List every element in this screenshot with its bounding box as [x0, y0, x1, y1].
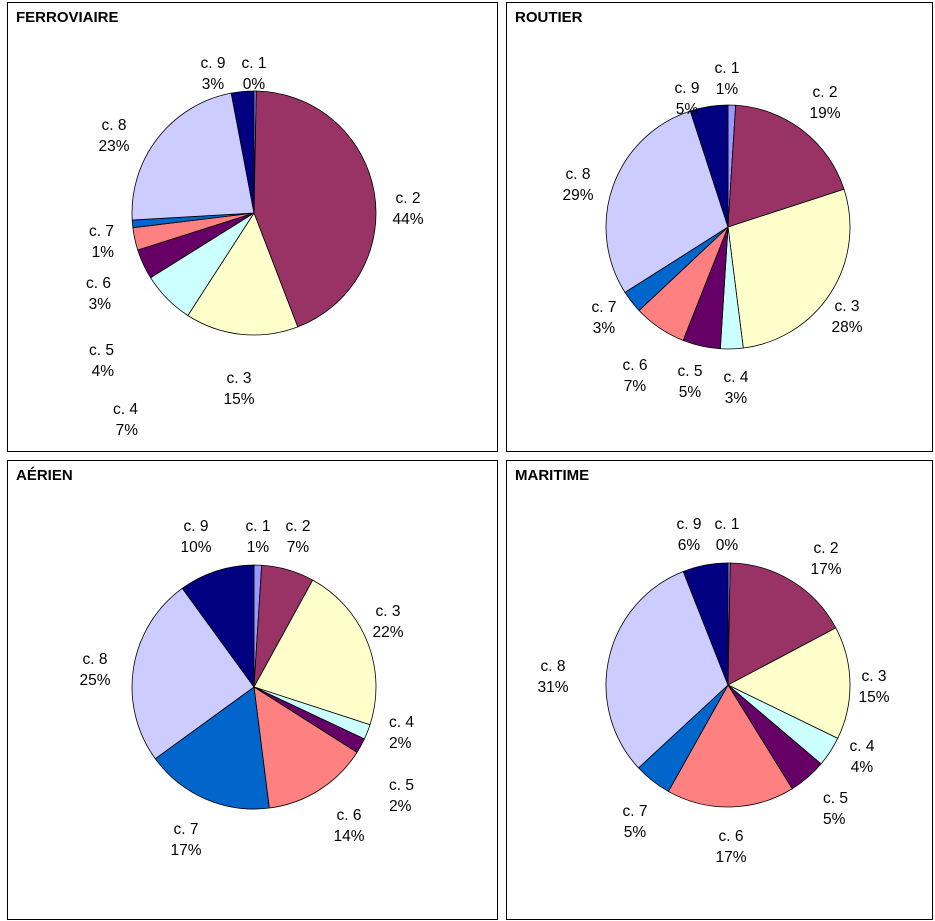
pie-slice-c6 — [667, 684, 793, 808]
slice-label-c1: c. 1 0% — [242, 55, 267, 93]
slice-label-c3: c. 3 15% — [223, 370, 254, 408]
slice-label-c6: c. 6 3% — [86, 275, 111, 313]
slice-label-c5: c. 5 5% — [678, 363, 703, 401]
pie-slice-c3 — [187, 212, 299, 336]
slice-label-c2: c. 2 7% — [286, 518, 311, 556]
pie-chart: c. 1 0% c. 2 17% c. 3 15% c. 4 4%c. 5 5% c. 6 17% c… — [537, 516, 889, 866]
panel-ferroviaire: FERROVIAIRE c. 1 0% c. 2 44% c. 3 15% c. 4 7% c.… — [7, 2, 498, 452]
slice-label-c9: c. 9 5% — [675, 80, 700, 118]
pie-slice-c8 — [131, 92, 255, 221]
slice-label-c4: c. 4 7% — [113, 401, 138, 439]
pie-slice-c3 — [727, 627, 851, 739]
panel-routier: ROUTIER c. 1 1% c. 2 19% c. 3 28% c. 4 3% c. 5 5%… — [506, 2, 933, 452]
slice-label-c4: c. 4 2% — [389, 714, 414, 752]
slice-label-c6: c. 6 7% — [623, 357, 648, 395]
slice-label-c9: c. 9 10% — [180, 518, 211, 556]
slice-label-c8: c. 8 23% — [98, 117, 129, 155]
pie-slice-c3 — [253, 579, 377, 726]
slice-label-c3: c. 3 28% — [831, 298, 862, 336]
pie-chart: c. 1 1% c. 2 19%c. 3 28%c. 4 3%c. 5 5%c. 6 7%c.… — [562, 60, 862, 407]
chart-title: ROUTIER — [515, 9, 583, 26]
chart-title: FERROVIAIRE — [16, 9, 119, 26]
pie-slice-c8 — [605, 571, 729, 769]
slice-label-c7: c. 7 1% — [89, 223, 114, 261]
pie-slice-c9 — [181, 564, 255, 689]
slice-label-c9: c. 9 3% — [201, 55, 226, 93]
pie-slice-c9 — [689, 104, 729, 228]
slice-label-c3: c. 3 22% — [372, 603, 403, 641]
chart-title: MARITIME — [515, 467, 590, 484]
pie-slice-c9 — [230, 90, 255, 214]
slice-label-c1: c. 1 0% — [715, 516, 740, 554]
slice-label-c1: c. 1 1% — [246, 518, 271, 556]
chart-title: AÉRIEN — [16, 467, 73, 484]
pie-slice-c9 — [682, 562, 729, 686]
panel-aerien: AÉRIEN c. 1 1% c. 2 7% c. 3 22% c. 4 2% c. 5 2% c.… — [7, 460, 498, 920]
pie-chart: c. 1 0% c. 2 44% c. 3 15% c. 4 7% c. 5 4% c. 6 3% c.… — [86, 55, 424, 439]
pie-slice-c2 — [253, 90, 377, 328]
slice-label-c8: c. 8 25% — [79, 651, 110, 689]
slice-label-c8: c. 8 29% — [562, 166, 593, 204]
slice-label-c1: c. 1 1% — [715, 60, 740, 98]
slice-label-c3: c. 3 15% — [858, 668, 889, 706]
slice-label-c2: c. 2 44% — [392, 190, 423, 228]
slice-label-c8: c. 8 31% — [537, 658, 568, 696]
slice-label-c6: c. 6 17% — [715, 828, 746, 866]
slice-label-c5: c. 5 2% — [389, 777, 414, 815]
slice-label-c7: c. 7 17% — [170, 821, 201, 859]
slice-label-c9: c. 9 6% — [677, 516, 702, 554]
slice-label-c2: c. 2 17% — [810, 540, 841, 578]
pie-slice-c3 — [727, 188, 851, 349]
slice-label-c7: c. 7 3% — [592, 299, 617, 337]
slice-label-c7: c. 7 5% — [623, 803, 648, 841]
pie-slice-c2 — [727, 562, 837, 686]
slice-label-c5: c. 5 5% — [823, 790, 848, 828]
pie-slice-c2 — [727, 104, 845, 228]
pie-slice-c6 — [253, 686, 358, 809]
slice-label-c2: c. 2 19% — [809, 84, 840, 122]
slice-label-c4: c. 4 4% — [850, 738, 875, 776]
pie-chart: c. 1 1% c. 2 7% c. 3 22% c. 4 2% c. 5 2% c. 6 14% c.… — [79, 518, 414, 859]
slice-label-c4: c. 4 3% — [724, 369, 749, 407]
pie-slice-c8 — [605, 110, 729, 293]
slice-label-c5: c. 5 4% — [89, 342, 114, 380]
slice-label-c6: c. 6 14% — [333, 807, 364, 845]
pie-slice-c7 — [154, 686, 270, 810]
pie-slice-c8 — [131, 587, 255, 760]
